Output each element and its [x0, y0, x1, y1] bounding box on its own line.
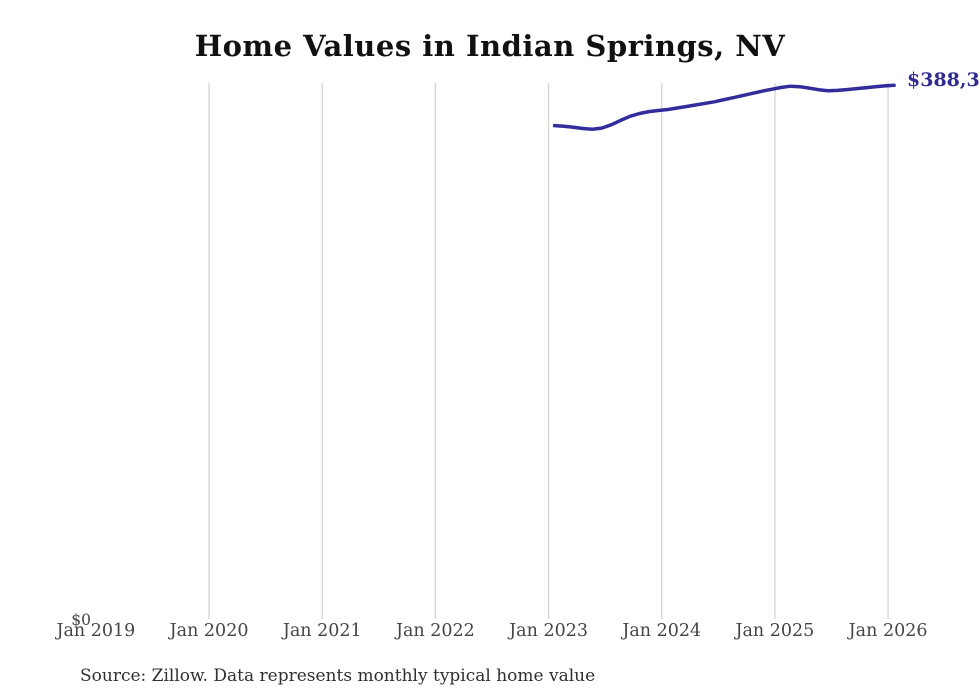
- x-tick-label-jan-2022: Jan 2022: [395, 621, 475, 641]
- y-axis-zero-label: $0: [71, 611, 91, 629]
- x-tick-label-jan-2026: Jan 2026: [848, 621, 928, 641]
- source-note: Source: Zillow. Data represents monthly …: [80, 666, 596, 686]
- x-tick-label-jan-2023: Jan 2023: [509, 621, 588, 641]
- x-tick-label-jan-2020: Jan 2020: [169, 621, 249, 641]
- x-tick-label-jan-2019: Jan 2019: [56, 621, 136, 641]
- gridlines: [208, 83, 889, 619]
- x-tick-label-jan-2024: Jan 2024: [622, 621, 702, 641]
- x-tick-label-jan-2025: Jan 2025: [735, 621, 815, 641]
- x-tick-label-jan-2021: Jan 2021: [282, 621, 362, 641]
- latest-value-label: $388,31: [907, 69, 980, 91]
- chart-title: Home Values in Indian Springs, NV: [194, 29, 786, 63]
- home-value-line: [552, 83, 896, 131]
